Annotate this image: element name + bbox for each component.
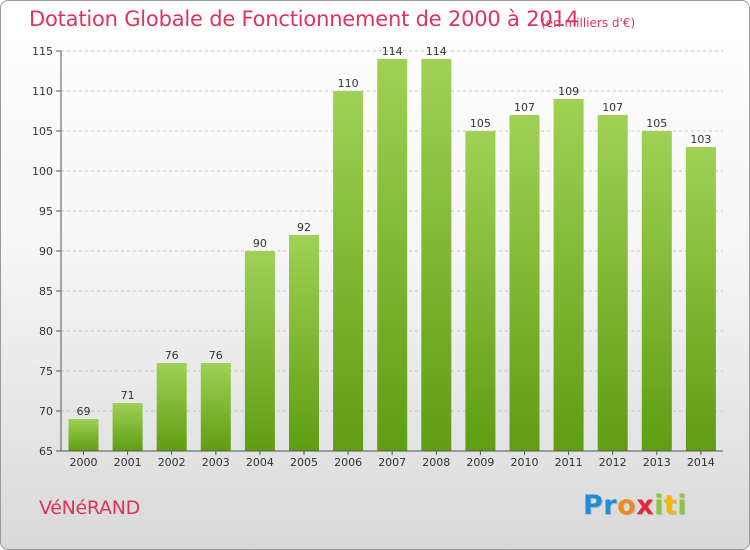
bars [68, 59, 716, 451]
bar [333, 91, 364, 451]
data-label: 92 [297, 221, 311, 234]
y-tick-label: 95 [39, 205, 53, 218]
x-tick-label: 2011 [555, 456, 583, 469]
data-label: 110 [338, 77, 359, 90]
bar [597, 115, 628, 451]
x-tick-label: 2000 [70, 456, 98, 469]
bar [685, 147, 716, 451]
y-tick-label: 85 [39, 285, 53, 298]
logo-letter: x [636, 490, 655, 521]
x-tick-label: 2013 [643, 456, 671, 469]
y-tick-label: 115 [32, 45, 53, 58]
x-tick-label: 2005 [290, 456, 318, 469]
data-label: 103 [690, 133, 711, 146]
x-tick-label: 2002 [158, 456, 186, 469]
y-tick-label: 100 [32, 165, 53, 178]
chart-title: Dotation Globale de Fonctionnement de 20… [29, 7, 579, 31]
logo-letter: o [617, 490, 637, 521]
data-label: 107 [514, 101, 535, 114]
x-tick-label: 2006 [334, 456, 362, 469]
bar [465, 131, 496, 451]
x-tick-label: 2003 [202, 456, 230, 469]
x-tick-label: 2001 [114, 456, 142, 469]
bar [289, 235, 319, 451]
bar [244, 251, 275, 451]
x-tick-label: 2012 [599, 456, 627, 469]
bar [641, 131, 672, 451]
x-tick-label: 2009 [466, 456, 494, 469]
y-tick-label: 70 [39, 405, 53, 418]
bar [377, 59, 408, 451]
bar [553, 99, 584, 451]
data-label: 90 [253, 237, 267, 250]
logo-letter: r [603, 490, 618, 521]
x-tick-label: 2004 [246, 456, 274, 469]
y-tick-label: 65 [39, 445, 53, 458]
data-label: 114 [382, 45, 403, 58]
x-tick-label: 2007 [378, 456, 406, 469]
bar [421, 59, 452, 451]
x-tick-label: 2014 [687, 456, 715, 469]
logo-letter: i [677, 490, 688, 521]
data-label: 107 [602, 101, 623, 114]
logo-letter: P [583, 490, 604, 521]
data-label: 69 [77, 405, 91, 418]
data-label: 114 [426, 45, 447, 58]
data-label: 105 [470, 117, 491, 130]
labels: 65 70 75 80 85 90 95 100 105 110 115 69 2000 71 2001 76… [32, 45, 715, 469]
logo-letter: t [663, 490, 678, 521]
y-tick-label: 80 [39, 325, 53, 338]
y-tick-label: 90 [39, 245, 53, 258]
bar [112, 403, 143, 451]
bar [509, 115, 540, 451]
bar [68, 419, 99, 451]
bar [156, 363, 187, 451]
proxiti-logo: Proxiti [583, 490, 687, 521]
y-tick-label: 105 [32, 125, 53, 138]
data-label: 76 [165, 349, 179, 362]
commune-name: VéNéRAND [39, 497, 140, 519]
logo-letter: i [654, 490, 664, 521]
data-label: 76 [209, 349, 223, 362]
y-tick-label: 110 [32, 85, 53, 98]
data-label: 105 [646, 117, 667, 130]
x-tick-label: 2008 [422, 456, 450, 469]
bar [200, 363, 231, 451]
x-tick-label: 2010 [511, 456, 539, 469]
axes [56, 50, 723, 455]
data-label: 109 [558, 85, 579, 98]
chart-subtitle: (en milliers d'€) [541, 16, 636, 30]
data-label: 71 [121, 389, 135, 402]
y-tick-label: 75 [39, 365, 53, 378]
